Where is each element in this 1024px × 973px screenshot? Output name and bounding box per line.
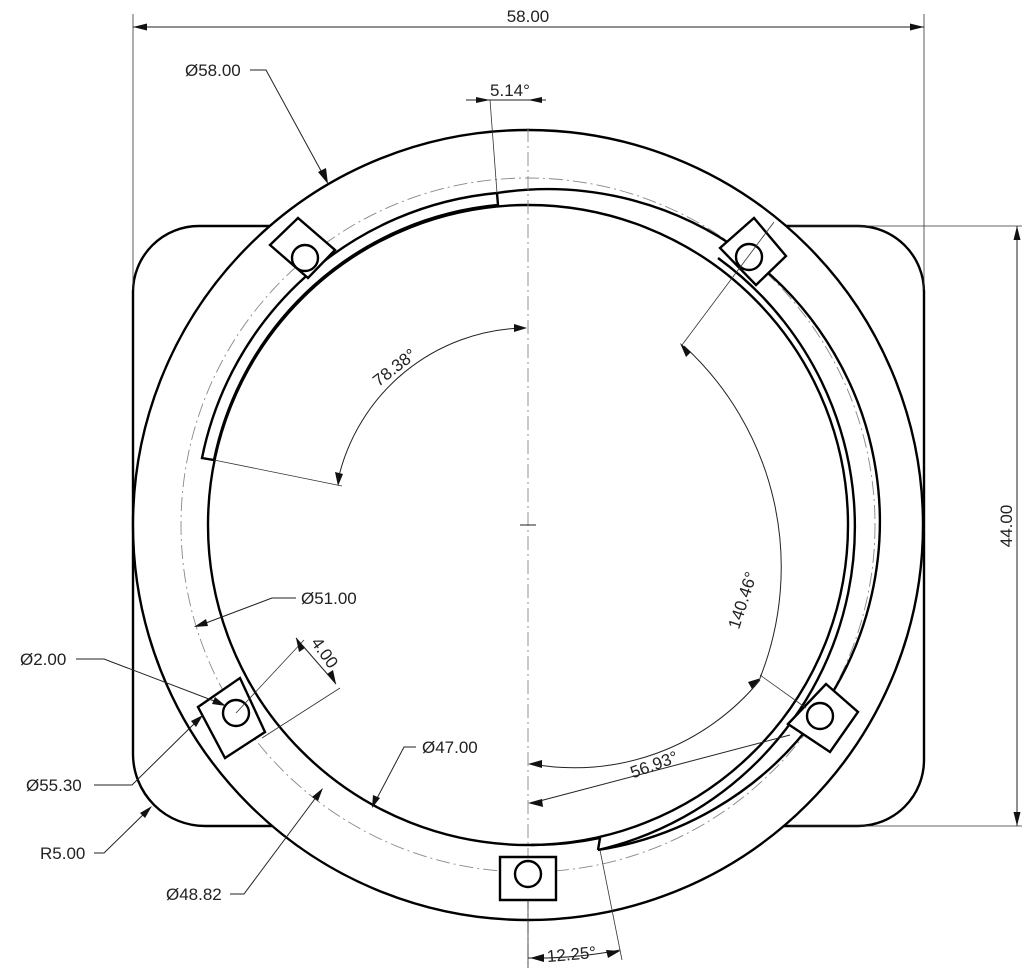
dim-corner-radius bbox=[94, 806, 152, 854]
mounting-tab-top-left bbox=[268, 216, 337, 280]
bore-diameter-label: Ø47.00 bbox=[422, 738, 478, 757]
hole-icon bbox=[221, 698, 251, 728]
hole-icon bbox=[290, 243, 320, 273]
hole-icon bbox=[734, 242, 764, 272]
dim-tab-angle bbox=[466, 97, 546, 194]
tab-angle-label: 5.14° bbox=[490, 81, 530, 100]
dim-ring-diameter bbox=[94, 715, 203, 786]
dim-inner-angle bbox=[213, 324, 527, 487]
dim-slot-width bbox=[235, 637, 341, 739]
dim-overall-height bbox=[790, 225, 1022, 827]
hole-diameter-label: Ø2.00 bbox=[20, 650, 66, 669]
hole-icon bbox=[513, 859, 543, 889]
bolt-circle-label: Ø51.00 bbox=[301, 589, 357, 608]
dim-overall-width bbox=[132, 14, 925, 290]
lip-diameter-label: Ø48.82 bbox=[166, 885, 222, 904]
ring-diameter-label: Ø55.30 bbox=[26, 776, 82, 795]
lip-ring bbox=[597, 257, 857, 852]
mounting-tab-bottom bbox=[498, 855, 558, 902]
dim-hole-diameter bbox=[76, 658, 226, 706]
dim-right-angle bbox=[680, 221, 807, 709]
dim-bore-diameter bbox=[372, 746, 416, 808]
dim-bolt-circle bbox=[194, 597, 296, 627]
hole-icon bbox=[805, 701, 835, 731]
overall-height-label: 44.00 bbox=[997, 505, 1016, 548]
outer-diameter-label: Ø58.00 bbox=[185, 61, 241, 80]
dim-bottom-angle bbox=[528, 679, 791, 807]
overall-width-label: 58.00 bbox=[507, 7, 550, 26]
mounting-tab-top-right bbox=[718, 216, 788, 287]
slot-angle-label: 12.25° bbox=[546, 943, 597, 966]
corner-radius-label: R5.00 bbox=[40, 844, 85, 863]
dim-lip-diameter bbox=[230, 788, 323, 895]
dim-slot-angle bbox=[527, 849, 623, 968]
dim-outer-diameter bbox=[250, 69, 328, 184]
mounting-tab-bottom-right bbox=[786, 682, 860, 754]
